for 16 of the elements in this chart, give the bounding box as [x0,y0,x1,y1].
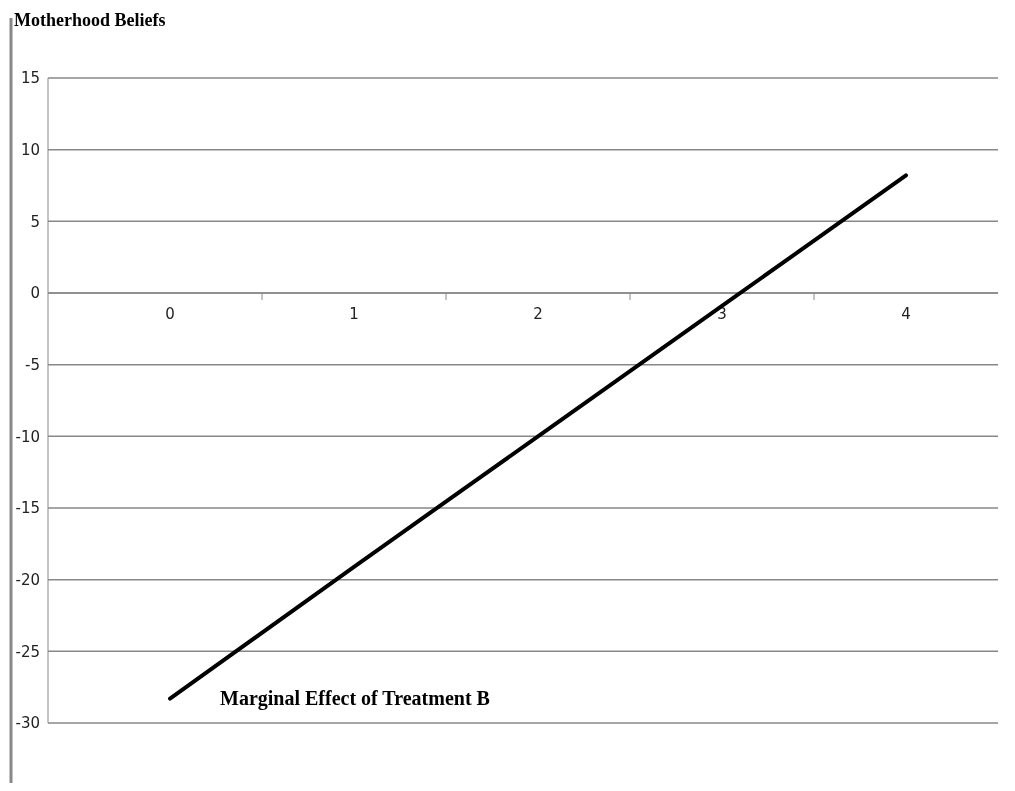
x-tick-label: 4 [901,305,911,323]
chart-title: Motherhood Beliefs [14,10,166,30]
x-tick-label: 1 [349,305,359,323]
annotation: Marginal Effect of Treatment B [220,686,490,710]
y-tick-label: 10 [20,140,40,159]
y-tick-label: 0 [30,284,40,303]
y-tick-label: -20 [15,570,40,589]
y-tick-label: 15 [20,69,40,88]
y-tick-label: -15 [15,499,40,518]
x-tick-label: 2 [533,305,543,323]
y-tick-label: -10 [15,427,40,446]
y-tick-label: -25 [15,642,40,661]
y-tick-label: -5 [25,355,40,374]
y-tick-label: -30 [15,714,40,733]
x-tick-label: 0 [165,305,175,323]
y-tick-label: 5 [30,212,40,231]
